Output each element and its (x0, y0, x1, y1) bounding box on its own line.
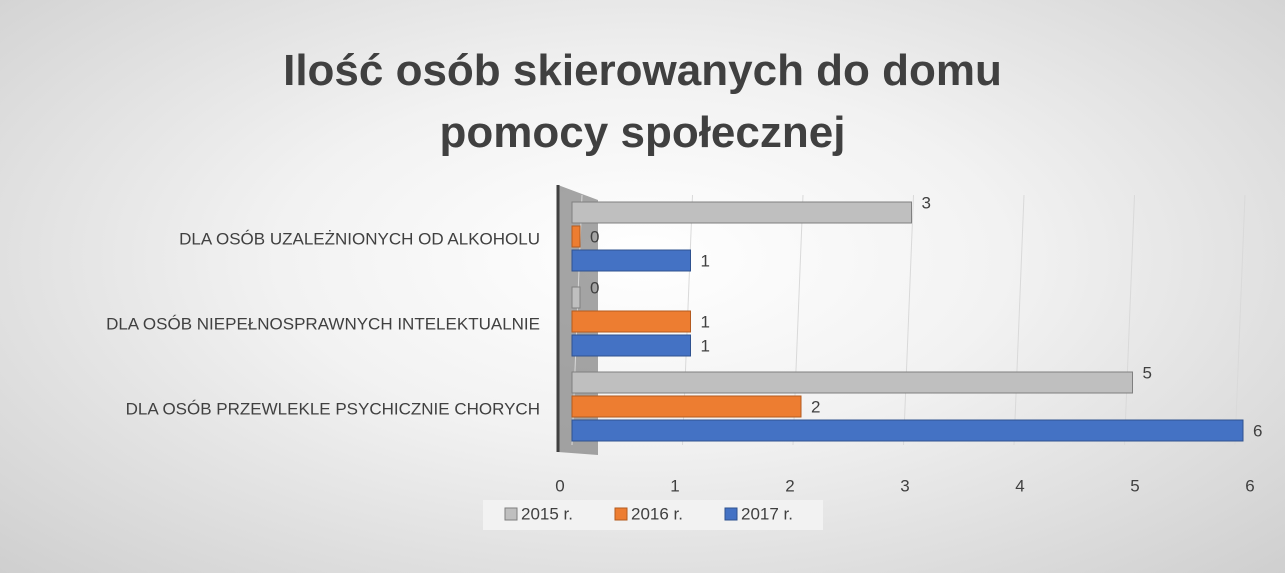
data-label: 1 (701, 312, 710, 331)
x-tick-label: 2 (785, 476, 794, 495)
bar (571, 371, 1133, 394)
bar (571, 249, 691, 272)
legend-swatch (504, 507, 518, 521)
data-label: 3 (922, 193, 931, 212)
category-label: DLA OSÓB UZALEŻNIONYCH OD ALKOHOLU (179, 229, 540, 248)
data-label: 1 (701, 336, 710, 355)
legend-swatch (724, 507, 738, 521)
bar (571, 334, 691, 357)
x-tick-label: 4 (1015, 476, 1024, 495)
bar (571, 310, 691, 333)
x-tick-label: 3 (900, 476, 909, 495)
data-label: 1 (701, 251, 710, 270)
data-label: 6 (1253, 421, 1262, 440)
x-tick-label: 5 (1130, 476, 1139, 495)
legend-label: 2015 r. (521, 504, 573, 523)
x-tick-label: 6 (1245, 476, 1254, 495)
grid-line (1013, 194, 1025, 446)
chart-title: Ilość osób skierowanych do domu pomocy s… (283, 46, 1002, 157)
x-tick-label: 0 (555, 476, 564, 495)
data-label: 2 (811, 397, 820, 416)
bar (571, 286, 581, 309)
grid-line (1234, 194, 1246, 446)
data-label: 0 (590, 227, 599, 246)
grid-line (903, 194, 914, 446)
category-label: DLA OSÓB PRZEWLEKLE PSYCHICZNIE CHORYCH (126, 399, 540, 418)
x-tick-label: 1 (670, 476, 679, 495)
data-label: 0 (590, 278, 599, 297)
grid-line (1124, 194, 1135, 446)
bar (571, 201, 912, 224)
legend-label: 2016 r. (631, 504, 683, 523)
data-label: 5 (1143, 363, 1152, 382)
bar (571, 395, 802, 418)
category-label: DLA OSÓB NIEPEŁNOSPRAWNYCH INTELEKTUALNI… (106, 314, 540, 333)
legend-label: 2017 r. (741, 504, 793, 523)
bar (571, 225, 581, 248)
bar (571, 419, 1244, 442)
legend-box (483, 500, 823, 530)
legend-swatch (614, 507, 628, 521)
